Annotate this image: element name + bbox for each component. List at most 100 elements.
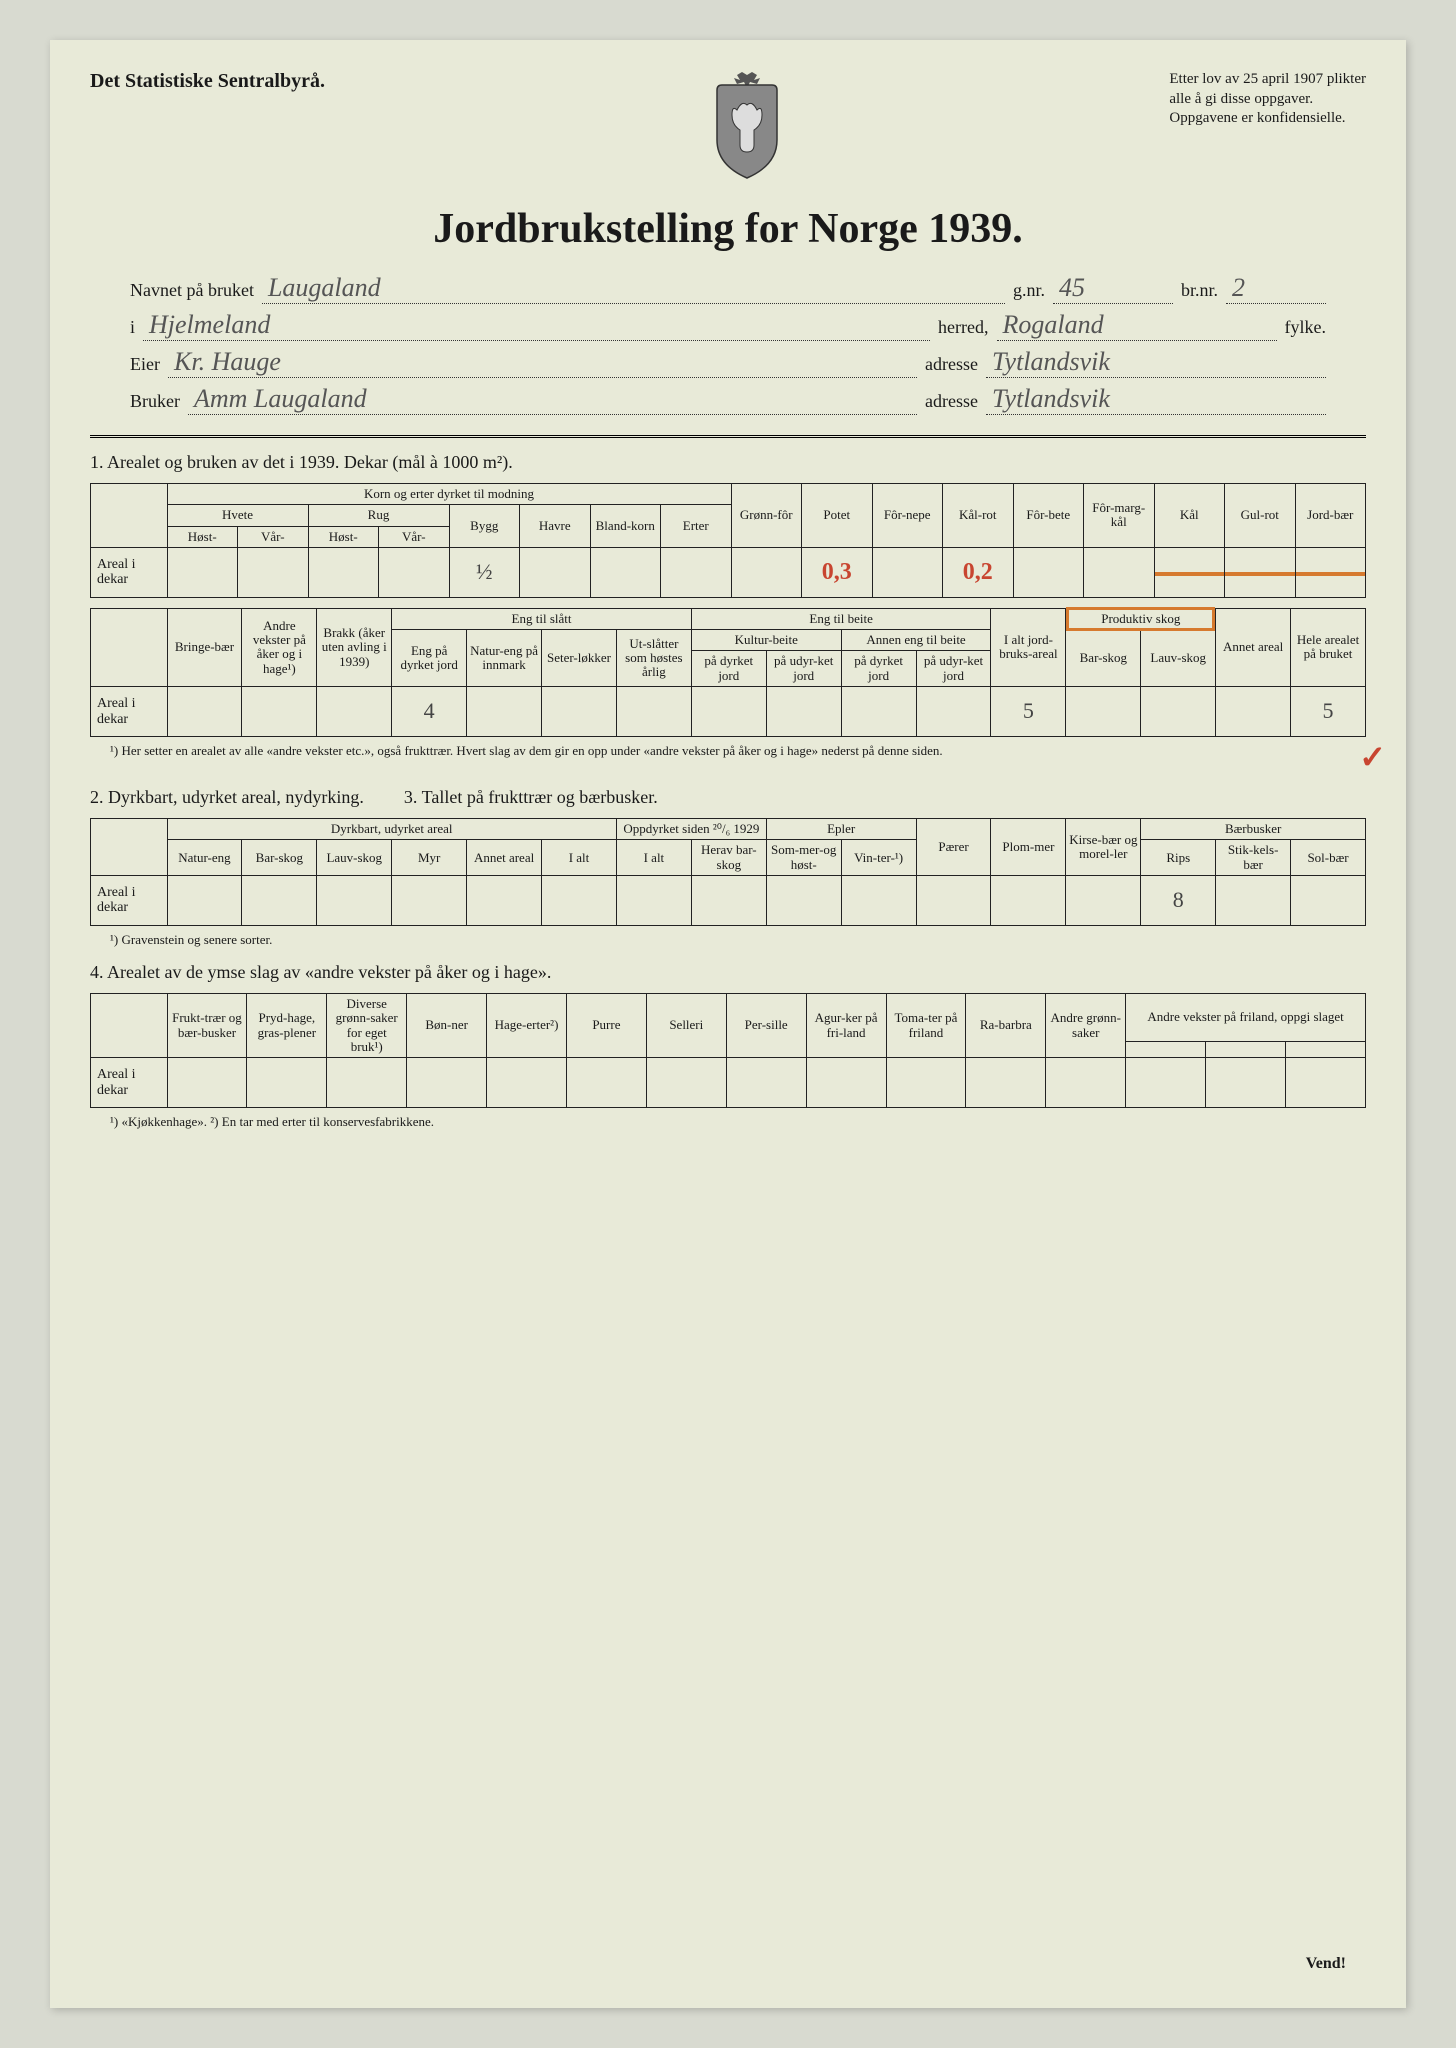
field-value: Rogaland (997, 310, 1277, 341)
th: Erter (661, 505, 732, 548)
th: Grønn-fôr (731, 484, 802, 548)
th: Havre (520, 505, 591, 548)
th: Pryd-hage, gras-plener (247, 993, 327, 1057)
vend-label: Vend! (1306, 1955, 1346, 1973)
legal-line: alle å gi disse oppgaver. (1169, 90, 1366, 110)
field-value: Amm Laugaland (188, 384, 917, 415)
form-fields: Navnet på bruket Laugaland g.nr. 45 br.n… (130, 273, 1326, 415)
th: Andre vekster på åker og i hage¹) (242, 608, 317, 686)
field-value: Tytlandsvik (986, 347, 1326, 378)
th: Annet areal (1216, 608, 1291, 686)
th: Vin-ter-¹) (841, 840, 916, 876)
th: Oppdyrket siden ²⁰/₆ 1929 (616, 819, 766, 840)
th: Per-sille (726, 993, 806, 1057)
check-mark-icon: ✓ (1359, 738, 1386, 776)
th: på udyr-ket jord (916, 651, 991, 687)
th: Rips (1141, 840, 1216, 876)
th: Jord-bær (1295, 484, 1366, 548)
th: Hage-erter²) (487, 993, 567, 1057)
legal-line: Oppgavene er konfidensielle. (1169, 109, 1366, 129)
th: Plom-mer (991, 819, 1066, 876)
th: Sol-bær (1291, 840, 1366, 876)
th: Høst- (167, 526, 238, 547)
th: Andre vekster på friland, oppgi slaget (1126, 993, 1366, 1041)
footnote: ¹) Gravenstein og senere sorter. (110, 932, 1366, 948)
field-value: Hjelmeland (143, 310, 930, 341)
th: Andre grønn-saker (1046, 993, 1126, 1057)
th: Hele arealet på bruket (1291, 608, 1366, 686)
th: Eng til beite (691, 608, 991, 629)
th: Natur-eng på innmark (467, 630, 542, 687)
th: Pærer (916, 819, 991, 876)
footnote: ¹) «Kjøkkenhage». ²) En tar med erter ti… (110, 1114, 1366, 1130)
th: Kirse-bær og morel-ler (1066, 819, 1141, 876)
th: Bygg (449, 505, 520, 548)
field-label: Navnet på bruket (130, 280, 254, 301)
cell-value: 5 (1291, 687, 1366, 737)
th: på dyrket jord (841, 651, 916, 687)
th: Natur-eng (167, 840, 242, 876)
field-value: Laugaland (262, 273, 1005, 304)
section1-title: 1. Arealet og bruken av det i 1939. Deka… (90, 452, 1366, 473)
cell-value: 0,2 (943, 547, 1014, 597)
field-value: 45 (1053, 273, 1173, 304)
field-value: Kr. Hauge (168, 347, 917, 378)
th: Potet (802, 484, 873, 548)
th: Bærbusker (1141, 819, 1366, 840)
th: Myr (392, 840, 467, 876)
th: Fôr-marg-kål (1084, 484, 1155, 548)
field-value: Tytlandsvik (986, 384, 1326, 415)
th: Brakk (åker uten avling i 1939) (317, 608, 392, 686)
th: Lauv-skog (317, 840, 392, 876)
th: på udyr-ket jord (766, 651, 841, 687)
th: Diverse grønn-saker for eget bruk¹) (327, 993, 407, 1057)
legal-notice: Etter lov av 25 april 1907 plikter alle … (1169, 70, 1366, 129)
section2-title: 2. Dyrkbart, udyrket areal, nydyrking. (90, 787, 364, 808)
th: Ut-slåtter som høstes årlig (616, 630, 691, 687)
th: Produktiv skog (1066, 608, 1216, 629)
th: Kål-rot (943, 484, 1014, 548)
table4: Frukt-trær og bær-busker Pryd-hage, gras… (90, 993, 1366, 1108)
cell-value: 0,3 (802, 547, 873, 597)
field-label: adresse (925, 391, 978, 412)
th: Epler (766, 819, 916, 840)
th: Vår- (238, 526, 309, 547)
section3-title: 3. Tallet på frukttrær og bærbusker. (404, 787, 658, 808)
field-label: fylke. (1285, 317, 1326, 338)
field-label: adresse (925, 354, 978, 375)
row-label: Areal i dekar (91, 875, 168, 925)
field-label: Bruker (130, 391, 180, 412)
th: Eng til slått (392, 608, 692, 629)
cell-value: 8 (1141, 875, 1216, 925)
th: Selleri (646, 993, 726, 1057)
th: Toma-ter på friland (886, 993, 966, 1057)
table2-3: Dyrkbart, udyrket areal Oppdyrket siden … (90, 818, 1366, 926)
th: Annet areal (467, 840, 542, 876)
th: Kål (1154, 484, 1225, 548)
th: på dyrket jord (691, 651, 766, 687)
field-value: 2 (1226, 273, 1326, 304)
crest-icon (702, 70, 792, 185)
legal-line: Etter lov av 25 april 1907 plikter (1169, 70, 1366, 90)
cell-value: 5 (991, 687, 1066, 737)
field-label: herred, (938, 317, 988, 338)
th: Eng på dyrket jord (392, 630, 467, 687)
field-label: Eier (130, 354, 160, 375)
th: Stik-kels-bær (1216, 840, 1291, 876)
section4-title: 4. Arealet av de ymse slag av «andre vek… (90, 962, 1366, 983)
cell-value: ½ (449, 547, 520, 597)
table1b: Bringe-bær Andre vekster på åker og i ha… (90, 608, 1366, 737)
th: Fôr-bete (1013, 484, 1084, 548)
th: Herav bar-skog (691, 840, 766, 876)
row-label: Areal i dekar (91, 1058, 168, 1108)
th: Bar-skog (1066, 630, 1141, 687)
th: Agur-ker på fri-land (806, 993, 886, 1057)
th: Kultur-beite (691, 630, 841, 651)
th: I alt (616, 840, 691, 876)
th: Fôr-nepe (872, 484, 943, 548)
th: I alt jord-bruks-areal (991, 608, 1066, 686)
th: Seter-løkker (542, 630, 617, 687)
field-label: i (130, 317, 135, 338)
th: Hvete (167, 505, 308, 526)
th: Vår- (379, 526, 450, 547)
